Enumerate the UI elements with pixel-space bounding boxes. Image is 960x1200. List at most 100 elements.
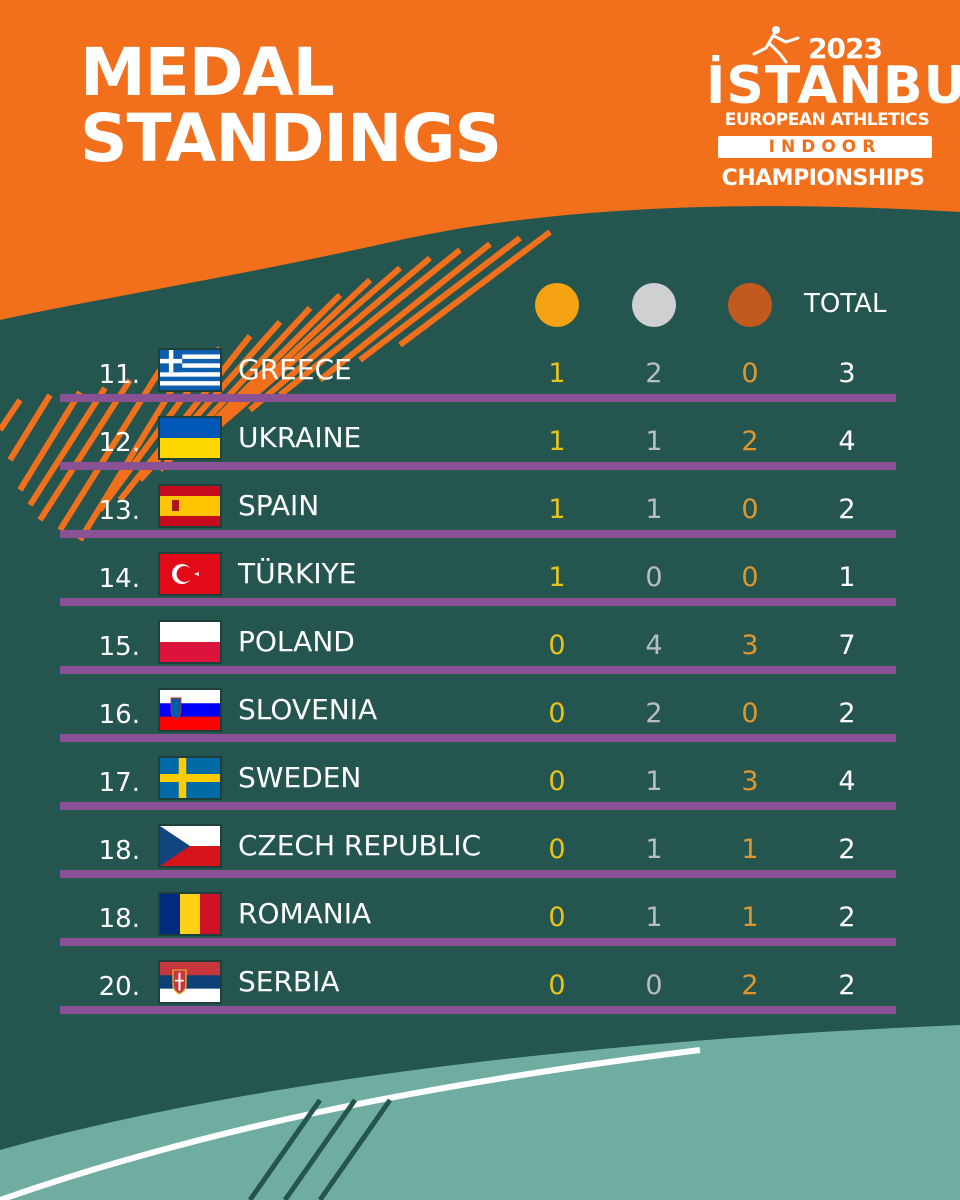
- silver-count: 0: [645, 562, 663, 593]
- serbia-flag: [158, 960, 222, 1004]
- rank: 18.: [98, 836, 140, 866]
- gold-medal-icon: [535, 283, 579, 327]
- page-title: MEDAL STANDINGS: [80, 34, 502, 177]
- rank: 13.: [98, 496, 140, 526]
- bronze-count: 1: [741, 834, 759, 865]
- gold-count: 1: [548, 426, 566, 457]
- row-divider: [60, 802, 896, 810]
- bronze-count: 2: [741, 970, 759, 1001]
- bronze-medal-icon: [728, 283, 772, 327]
- total-column-header: TOTAL: [804, 289, 887, 319]
- silver-count: 4: [645, 630, 663, 661]
- country-name: ROMANIA: [238, 897, 372, 930]
- table-row: 16. SLOVENIA 0 2 0 2: [0, 688, 960, 756]
- gold-count: 1: [548, 562, 566, 593]
- ukraine-flag: [158, 416, 222, 460]
- row-divider: [60, 734, 896, 742]
- row-divider: [60, 870, 896, 878]
- rank: 16.: [98, 700, 140, 730]
- rank: 11.: [98, 360, 140, 390]
- country-name: GREECE: [238, 353, 352, 386]
- table-row: 12. UKRAINE 1 1 2 4: [0, 416, 960, 484]
- table-row: 14. TÜRKIYE 1 0 0 1: [0, 552, 960, 620]
- bronze-count: 0: [741, 494, 759, 525]
- rank: 18.: [98, 904, 140, 934]
- rank: 14.: [98, 564, 140, 594]
- turkiye-flag: [158, 552, 222, 596]
- row-divider: [60, 1006, 896, 1014]
- total-count: 2: [838, 834, 856, 865]
- greece-flag: [158, 348, 222, 392]
- gold-count: 0: [548, 834, 566, 865]
- country-name: TÜRKIYE: [238, 557, 357, 590]
- poland-flag: [158, 620, 222, 664]
- total-count: 4: [838, 426, 856, 457]
- total-count: 2: [838, 902, 856, 933]
- gold-count: 0: [548, 630, 566, 661]
- gold-count: 0: [548, 766, 566, 797]
- row-divider: [60, 394, 896, 402]
- bronze-count: 3: [741, 766, 759, 797]
- silver-count: 1: [645, 494, 663, 525]
- total-count: 2: [838, 494, 856, 525]
- row-divider: [60, 598, 896, 606]
- silver-count: 1: [645, 834, 663, 865]
- sweden-flag: [158, 756, 222, 800]
- table-row: 13. SPAIN 1 1 0 2: [0, 484, 960, 552]
- bronze-count: 2: [741, 426, 759, 457]
- silver-medal-icon: [632, 283, 676, 327]
- rank: 12.: [98, 428, 140, 458]
- gold-count: 1: [548, 494, 566, 525]
- total-count: 3: [838, 358, 856, 389]
- bronze-count: 3: [741, 630, 759, 661]
- logo-city: İSTANBUL: [706, 56, 960, 116]
- total-count: 4: [838, 766, 856, 797]
- rank: 20.: [98, 972, 140, 1002]
- championship-logo: 2023 İSTANBUL EUROPEAN ATHLETICS INDOOR …: [706, 22, 960, 202]
- logo-year: 2023: [808, 32, 883, 65]
- gold-count: 0: [548, 698, 566, 729]
- row-divider: [60, 530, 896, 538]
- title-line-1: MEDAL: [80, 34, 335, 111]
- table-row: 17. SWEDEN 0 1 3 4: [0, 756, 960, 824]
- title-line-2: STANDINGS: [80, 100, 502, 177]
- table-row: 18. CZECH REPUBLIC 0 1 1 2: [0, 824, 960, 892]
- logo-event: CHAMPIONSHIPS: [721, 166, 925, 191]
- table-row: 20. SERBIA 0 0 2 2: [0, 960, 960, 1028]
- silver-count: 2: [645, 358, 663, 389]
- row-divider: [60, 666, 896, 674]
- silver-count: 1: [645, 426, 663, 457]
- total-count: 7: [838, 630, 856, 661]
- total-count: 1: [838, 562, 856, 593]
- logo-event-type: INDOOR: [718, 136, 932, 158]
- table-row: 18. ROMANIA 0 1 1 2: [0, 892, 960, 960]
- bronze-count: 0: [741, 562, 759, 593]
- logo-organization: EUROPEAN ATHLETICS: [724, 110, 930, 130]
- table-row: 15. POLAND 0 4 3 7: [0, 620, 960, 688]
- country-name: SLOVENIA: [238, 693, 378, 726]
- spain-flag: [158, 484, 222, 528]
- row-divider: [60, 938, 896, 946]
- gold-count: 0: [548, 970, 566, 1001]
- czech-republic-flag: [158, 824, 222, 868]
- romania-flag: [158, 892, 222, 936]
- total-count: 2: [838, 698, 856, 729]
- gold-count: 1: [548, 358, 566, 389]
- silver-count: 1: [645, 902, 663, 933]
- bronze-count: 0: [741, 358, 759, 389]
- bronze-count: 0: [741, 698, 759, 729]
- silver-count: 2: [645, 698, 663, 729]
- country-name: CZECH REPUBLIC: [238, 829, 482, 862]
- country-name: SWEDEN: [238, 761, 362, 794]
- country-name: SPAIN: [238, 489, 320, 522]
- gold-count: 0: [548, 902, 566, 933]
- rank: 15.: [98, 632, 140, 662]
- runner-icon: [752, 26, 800, 64]
- silver-count: 1: [645, 766, 663, 797]
- table-row: 11. GREECE 1 2 0 3: [0, 348, 960, 416]
- silver-count: 0: [645, 970, 663, 1001]
- country-name: UKRAINE: [238, 421, 362, 454]
- country-name: SERBIA: [238, 965, 340, 998]
- country-name: POLAND: [238, 625, 355, 658]
- bronze-count: 1: [741, 902, 759, 933]
